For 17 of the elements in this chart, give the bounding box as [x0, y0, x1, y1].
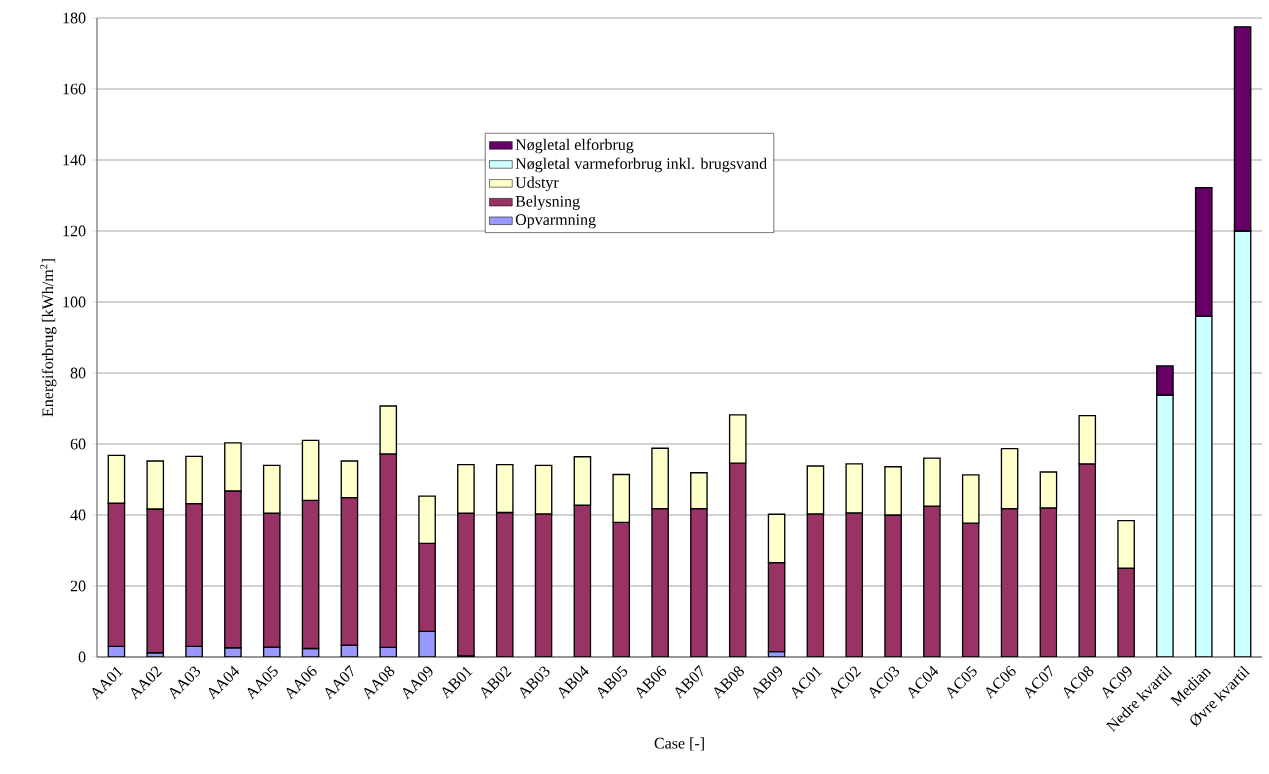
y-tick-label: 80 — [70, 367, 86, 379]
legend-label: Nøgletal elforbrug — [515, 138, 634, 154]
y-tick-label: 140 — [63, 154, 86, 166]
y-tick-label: 0 — [78, 651, 86, 663]
legend-label: Nøgletal varmeforbrug inkl. brugsvand — [515, 157, 767, 173]
legend-label: Udstyr — [515, 176, 559, 192]
y-tick-label: 120 — [63, 225, 86, 237]
y-tick-label: 100 — [63, 296, 86, 308]
y-axis-title: Energiforbrug [kWh/m$^{2}$] — [40, 259, 57, 417]
y-tick-label: 40 — [70, 509, 86, 521]
y-tick-label: 60 — [70, 438, 86, 450]
legend-label: Belysning — [515, 195, 580, 210]
x-axis-title: Case [-] — [654, 737, 704, 751]
legend-label: Opvarmning — [515, 214, 596, 229]
y-tick-label: 20 — [70, 580, 86, 592]
y-tick-label: 160 — [63, 83, 86, 95]
y-tick-label: 180 — [63, 12, 86, 24]
